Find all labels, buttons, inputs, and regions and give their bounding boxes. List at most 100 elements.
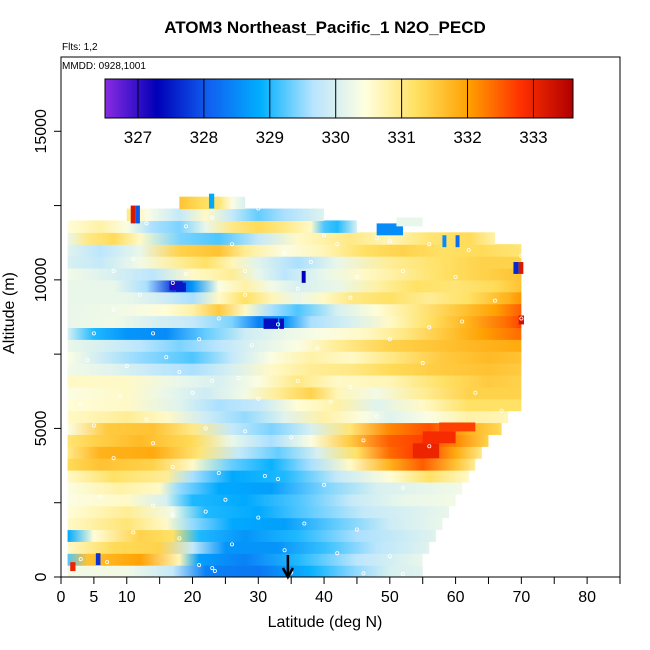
sample-point [400, 572, 405, 577]
heatmap-row [67, 220, 357, 233]
heatmap-cell [301, 270, 306, 283]
sample-point [111, 307, 116, 312]
sample-point [427, 325, 432, 330]
sample-point [361, 438, 366, 443]
heatmap-row [67, 517, 443, 531]
heatmap-row [67, 565, 423, 577]
colorbar-tick-label: 330 [322, 128, 350, 147]
sample-point [276, 476, 281, 481]
heatmap-row [67, 303, 522, 317]
sample-point [183, 271, 188, 276]
sample-point [354, 527, 359, 532]
sample-point [105, 560, 110, 565]
sample-point [308, 260, 313, 265]
heatmap-cell [95, 553, 101, 566]
sample-point [420, 361, 425, 366]
sample-point [348, 295, 353, 300]
sample-point [144, 417, 149, 422]
sample-point [262, 473, 267, 478]
heatmap-row [67, 458, 476, 471]
heatmap-row [67, 291, 522, 305]
colorbar-tick-label: 329 [256, 128, 284, 147]
heatmap-cell [176, 282, 186, 292]
sample-point [91, 331, 96, 336]
heatmap-row [67, 339, 522, 352]
heatmap-row [67, 279, 522, 293]
sample-point [354, 274, 359, 279]
sample-point [282, 251, 287, 256]
sample-point [315, 346, 320, 351]
heatmap-row [67, 256, 522, 269]
sample-point [190, 390, 195, 395]
sample-point [249, 343, 254, 348]
heatmap-row [67, 232, 496, 245]
sample-point [256, 206, 261, 211]
heatmap-cell [70, 562, 76, 572]
sample-point [131, 530, 136, 535]
sample-point [236, 375, 241, 380]
heatmap-field [67, 193, 524, 577]
sample-point [216, 316, 221, 321]
sample-point [374, 236, 379, 241]
y-axis-tick-label: 5000 [33, 411, 50, 447]
heatmap-cell [208, 193, 215, 209]
sample-point [243, 268, 248, 273]
heatmap-row [67, 244, 522, 257]
sample-point [493, 298, 498, 303]
sample-point [400, 268, 405, 273]
x-axis-tick-label: 80 [578, 589, 596, 606]
sample-point [427, 242, 432, 247]
x-axis-tick-label: 0 [57, 589, 66, 606]
y-axis-tick-label: 0 [33, 572, 50, 581]
plot-frame [60, 56, 621, 578]
sample-point [466, 248, 471, 253]
heatmap-row [67, 351, 522, 364]
heatmap-cell [412, 443, 440, 459]
sample-point [177, 536, 182, 541]
heatmap-cell [513, 262, 519, 274]
sample-point [519, 316, 524, 321]
x-axis-tick-label: 70 [512, 589, 530, 606]
sample-point [282, 548, 287, 553]
heatmap-row [67, 434, 489, 447]
sample-point [151, 331, 156, 336]
sample-point [387, 554, 392, 559]
heatmap-cell [518, 262, 524, 274]
latitude-marker-arrow [281, 555, 294, 580]
sample-point [348, 384, 353, 389]
heatmap-row [67, 446, 482, 459]
sample-point [387, 239, 392, 244]
x-axis-tick-label: 20 [184, 589, 202, 606]
heatmap-row [67, 315, 522, 328]
colorbar-tick-label: 331 [387, 128, 415, 147]
sample-point [124, 364, 129, 369]
heatmap-row [67, 481, 463, 495]
sample-point [243, 292, 248, 297]
arrow-head [281, 567, 294, 580]
sample-point [131, 257, 136, 262]
sample-point [322, 233, 327, 238]
sample-point [460, 319, 465, 324]
y-axis-tick-label: 15000 [33, 109, 50, 154]
heatmap-row [67, 422, 502, 435]
sample-point [229, 242, 234, 247]
sample-point [256, 515, 261, 520]
sample-point [203, 426, 208, 431]
sample-point [144, 221, 149, 226]
sample-point [295, 286, 300, 291]
sample-point [453, 274, 458, 279]
sample-point [151, 441, 156, 446]
heatmap-cell [279, 318, 284, 329]
sample-point [210, 566, 215, 571]
sample-point [335, 551, 340, 556]
heatmap-row [126, 208, 325, 222]
sample-point [197, 337, 202, 342]
x-axis-tick-label: 10 [118, 589, 136, 606]
dates-note: MMDD: 0928,1001 [62, 61, 146, 72]
colorbar-tick-label: 333 [519, 128, 547, 147]
sample-point [400, 485, 405, 490]
sample-point [243, 429, 248, 434]
heatmap-row [67, 267, 522, 281]
sample-point [289, 435, 294, 440]
sample-point [374, 414, 379, 419]
